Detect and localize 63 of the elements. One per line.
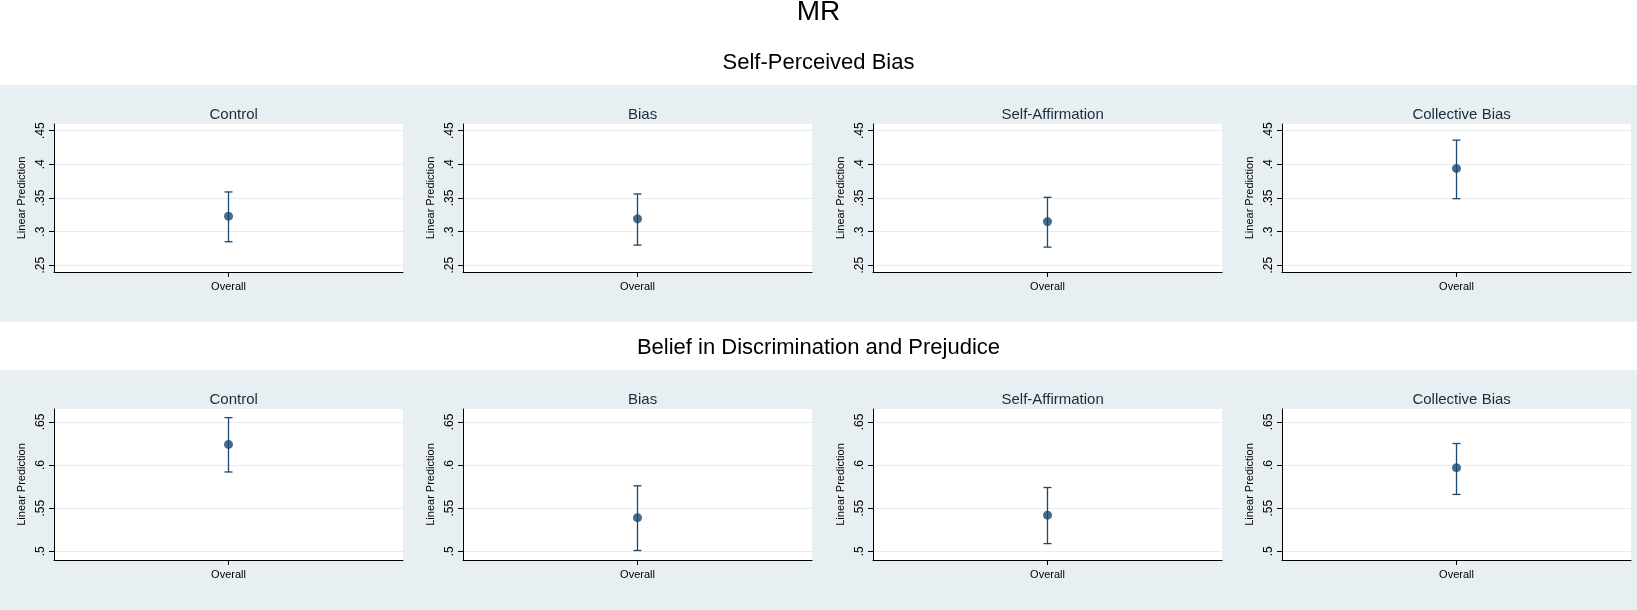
y-tick-label: .4 xyxy=(33,159,47,170)
y-tick-label: .25 xyxy=(1260,256,1275,274)
x-tick-label: Overall xyxy=(211,567,246,580)
y-tick-label: .65 xyxy=(851,413,866,431)
y-tick-label: .65 xyxy=(33,413,47,431)
chart-title: Bias xyxy=(628,390,658,407)
y-tick-label: .25 xyxy=(851,256,866,274)
y-tick-label: .5 xyxy=(851,546,866,557)
x-tick-label: Overall xyxy=(1029,279,1065,292)
y-tick-label: .45 xyxy=(1260,122,1275,140)
y-tick-label: .35 xyxy=(1260,189,1275,207)
chart-title: Self-Affirmation xyxy=(1000,390,1104,407)
y-tick-label: .3 xyxy=(33,226,47,237)
y-tick-label: .35 xyxy=(442,189,457,207)
y-tick-label: .45 xyxy=(442,122,457,140)
y-axis-title: Linear Prediction xyxy=(833,443,846,526)
chart-title: Bias xyxy=(628,105,658,122)
x-tick-label: Overall xyxy=(1438,279,1474,292)
y-tick-label: .3 xyxy=(442,226,457,237)
y-tick-label: .35 xyxy=(33,189,47,207)
y-tick-label: .45 xyxy=(33,122,47,140)
text: MR xyxy=(795,0,842,27)
y-axis-title: Linear Prediction xyxy=(833,156,846,240)
y-axis-title: Linear Prediction xyxy=(14,156,27,240)
chart-title: Collective Bias xyxy=(1412,105,1511,122)
text: Self-Perceived Bias xyxy=(721,49,916,75)
y-tick-label: .35 xyxy=(851,189,866,207)
y-tick-label: .55 xyxy=(442,499,457,517)
chart-title: Control xyxy=(209,390,258,407)
y-axis-title: Linear Prediction xyxy=(1242,156,1255,240)
y-axis-title: Linear Prediction xyxy=(14,443,27,526)
y-tick-label: .3 xyxy=(1260,226,1275,237)
y-tick-label: .6 xyxy=(1260,459,1275,471)
y-tick-label: .6 xyxy=(851,459,866,471)
y-tick-label: .65 xyxy=(1260,413,1275,431)
y-tick-label: .55 xyxy=(33,499,47,517)
chart-title: Self-Affirmation xyxy=(1000,105,1104,122)
y-tick-label: .55 xyxy=(851,499,866,517)
y-axis-title: Linear Prediction xyxy=(423,156,436,240)
y-tick-label: .25 xyxy=(33,256,47,274)
x-tick-label: Overall xyxy=(211,279,246,292)
y-tick-label: .5 xyxy=(442,546,457,557)
y-tick-label: .65 xyxy=(442,413,457,431)
x-tick-label: Overall xyxy=(1438,567,1474,580)
y-axis-title: Linear Prediction xyxy=(1242,443,1255,526)
y-tick-label: .6 xyxy=(33,459,47,471)
chart-title: Collective Bias xyxy=(1412,390,1511,407)
y-tick-label: .4 xyxy=(442,159,457,170)
y-axis-title: Linear Prediction xyxy=(423,443,436,526)
x-tick-label: Overall xyxy=(1029,567,1065,580)
y-tick-label: .6 xyxy=(442,459,457,471)
y-tick-label: .55 xyxy=(1260,499,1275,517)
y-tick-label: .45 xyxy=(851,122,866,140)
y-tick-label: .4 xyxy=(1260,159,1275,170)
chart-title: Control xyxy=(209,105,258,122)
y-tick-label: .5 xyxy=(1260,546,1275,557)
text: Belief in Discrimination and Prejudice xyxy=(635,334,1002,360)
x-tick-label: Overall xyxy=(620,567,656,580)
y-tick-label: .4 xyxy=(851,159,866,170)
y-tick-label: .3 xyxy=(851,226,866,237)
x-tick-label: Overall xyxy=(620,279,656,292)
y-tick-label: .25 xyxy=(442,256,457,274)
y-tick-label: .5 xyxy=(33,546,47,557)
